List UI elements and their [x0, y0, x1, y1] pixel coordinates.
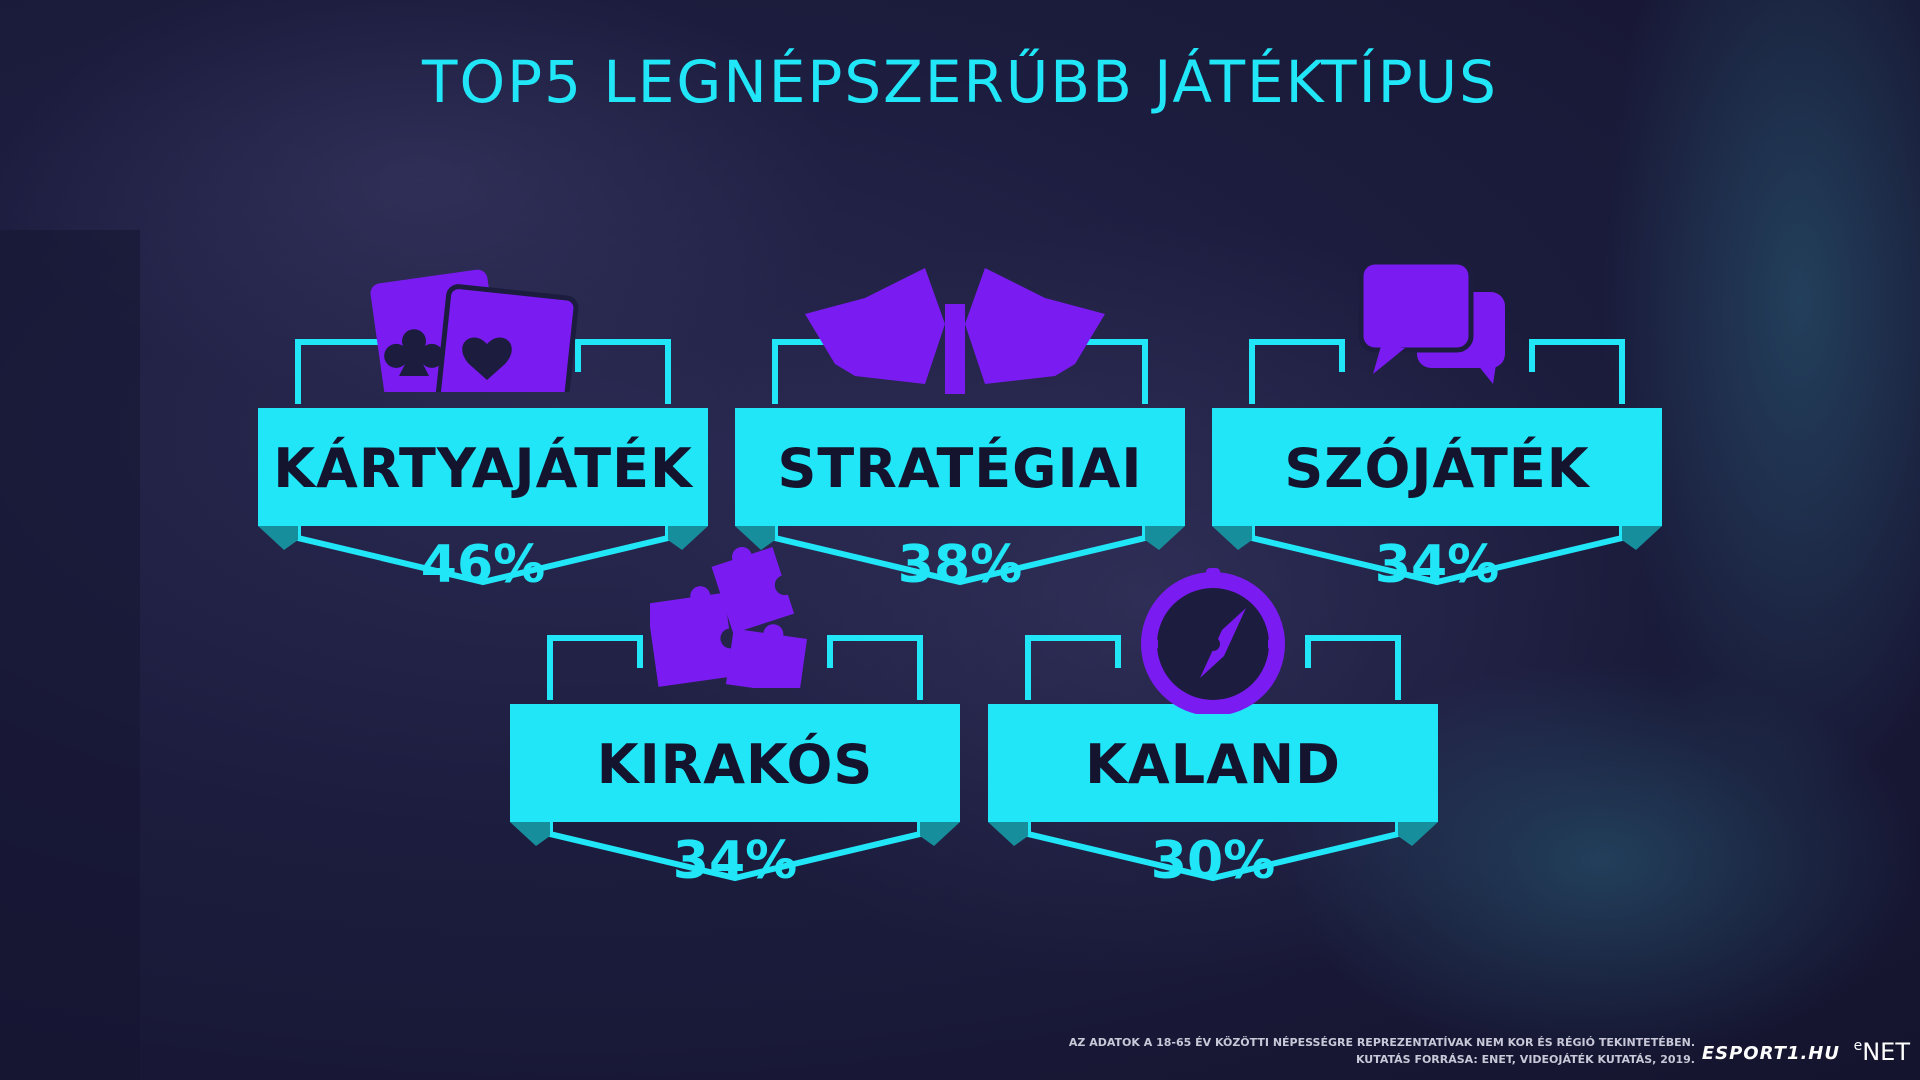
banner-fold-right — [1398, 822, 1438, 846]
banner — [258, 408, 708, 526]
footnote: AZ ADATOK A 18-65 ÉV KÖZÖTTI NÉPESSÉGRE … — [1069, 1034, 1695, 1068]
card-frame — [510, 635, 960, 882]
banner — [510, 704, 960, 822]
card-label: KÁRTYAJÁTÉK — [273, 436, 693, 500]
card-frame — [988, 635, 1438, 882]
banner-fold-left — [1212, 526, 1252, 550]
card-label: SZÓJÁTÉK — [1284, 436, 1590, 500]
playing-cards-icon — [370, 269, 579, 392]
flags-icon — [805, 268, 1105, 394]
card-strategiai: STRATÉGIAI 38% — [735, 252, 1185, 595]
card-percent: 38% — [897, 535, 1023, 595]
compass-icon — [1141, 568, 1285, 714]
footnote-line-1: AZ ADATOK A 18-65 ÉV KÖZÖTTI NÉPESSÉGRE … — [1068, 1036, 1695, 1049]
banner-fold-right — [920, 822, 960, 846]
card-kaland: KALAND 30% — [988, 548, 1438, 891]
card-label: KIRAKÓS — [596, 732, 874, 796]
esport-logo: ESPORT1.HU — [1701, 1043, 1840, 1064]
banner-fold-left — [988, 822, 1028, 846]
card-percent: 46% — [420, 535, 546, 595]
card-frame — [735, 339, 1185, 586]
page-title: TOP5 LEGNÉPSZERŰBB JÁTÉKTÍPUS — [422, 48, 1498, 116]
card-frame — [1212, 339, 1662, 586]
puzzle-icon — [650, 546, 808, 688]
banner-fold-left — [258, 526, 298, 550]
card-szojatek: SZÓJÁTÉK 34% — [1212, 252, 1662, 595]
card-label: STRATÉGIAI — [777, 436, 1143, 500]
banner-fold-right — [1622, 526, 1662, 550]
enet-logo-text: NET — [1862, 1038, 1910, 1066]
card-percent: 34% — [672, 831, 798, 891]
footnote-line-2: KUTATÁS FORRÁSA: ENET, VIDEOJÁTÉK KUTATÁ… — [1355, 1053, 1695, 1066]
card-frame — [258, 339, 708, 586]
banner — [988, 704, 1438, 822]
banner-fold-right — [1145, 526, 1185, 550]
banner — [1212, 408, 1662, 526]
banner-fold-right — [668, 526, 708, 550]
card-kartyajatek: KÁRTYAJÁTÉK 46% — [258, 252, 708, 595]
speech-bubbles-icon — [1358, 259, 1505, 384]
banner-fold-left — [735, 526, 775, 550]
card-label: KALAND — [1085, 732, 1341, 796]
banner — [735, 408, 1185, 526]
card-percent: 30% — [1150, 831, 1276, 891]
enet-logo: eNET — [1853, 1038, 1910, 1066]
banner-fold-left — [510, 822, 550, 846]
card-percent: 34% — [1374, 535, 1500, 595]
card-kirakos: KIRAKÓS 34% — [510, 546, 960, 891]
